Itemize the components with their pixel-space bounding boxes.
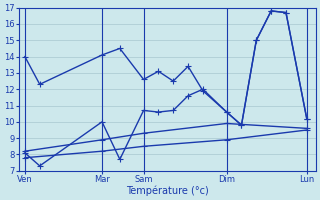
X-axis label: Température (°c): Température (°c) xyxy=(126,185,209,196)
